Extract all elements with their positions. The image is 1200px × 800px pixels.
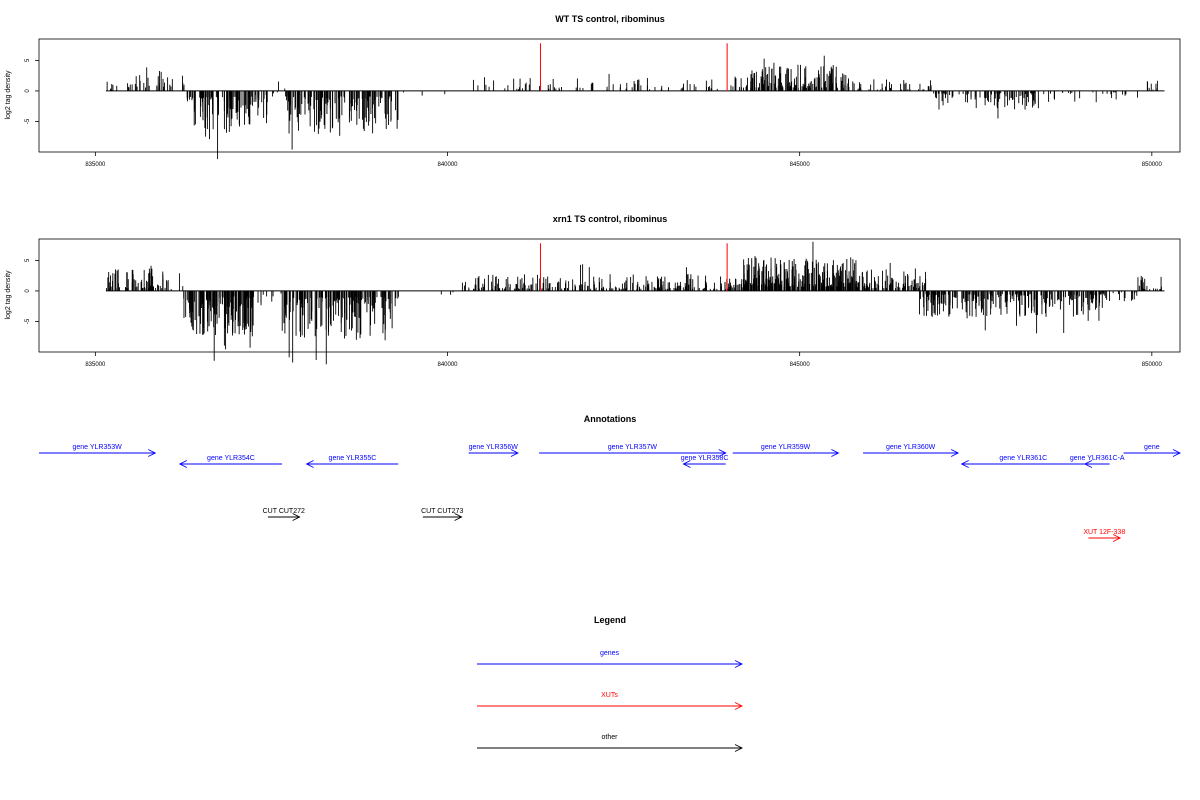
arrowhead-icon (831, 449, 840, 457)
red-spikes (539, 43, 728, 91)
arrowhead-icon (1112, 534, 1122, 542)
arrowhead-icon (292, 513, 301, 521)
y-tick-label: -5 (25, 318, 31, 324)
signal-bars (105, 241, 1162, 365)
arrowhead-icon (682, 460, 691, 468)
plot-frame (38, 38, 1181, 153)
arrowhead-icon (454, 513, 463, 521)
feature-label: CUT CUT273 (421, 508, 463, 515)
feature-label: gene YLR361C (999, 455, 1047, 462)
plot-frame (38, 238, 1181, 353)
feature-label: CUT CUT272 (263, 508, 305, 515)
annotation-feature: gene YLR359W (732, 444, 840, 457)
y-axis: -5 0 5 (25, 58, 39, 124)
arrowhead-icon (734, 702, 744, 710)
legend: Legend genes XUTs other (477, 615, 744, 752)
x-tick-label: 845000 (790, 362, 811, 368)
annotation-feature: CUT CUT272 (263, 508, 305, 521)
legend-label: XUTs (601, 692, 618, 699)
annotation-feature: gene YLR360W (863, 444, 960, 457)
y-axis: -5 0 5 (25, 258, 39, 324)
feature-label: gene (1144, 444, 1160, 451)
legend-item: other (477, 734, 744, 752)
y-tick-label: 5 (25, 58, 31, 62)
arrowhead-icon (734, 660, 744, 668)
red-spikes (539, 243, 728, 291)
feature-label: XUT 12F-338 (1083, 529, 1125, 536)
y-tick-label: 0 (25, 289, 31, 293)
arrowhead-icon (950, 449, 960, 457)
legend-item: genes (477, 650, 744, 668)
annotations-title: Annotations (584, 414, 637, 424)
feature-label: gene YLR360W (886, 444, 936, 451)
x-tick-label: 850000 (1142, 362, 1163, 368)
annotation-feature: gene YLR355C (305, 455, 399, 468)
annotation-feature: gene YLR361C (960, 455, 1085, 468)
feature-label: gene YLR354C (207, 455, 255, 462)
legend-item: XUTs (477, 692, 744, 710)
feature-label: gene YLR358C (681, 455, 729, 462)
arrowhead-icon (178, 460, 188, 468)
x-tick-label: 845000 (790, 162, 811, 168)
x-tick-label: 835000 (85, 162, 106, 168)
annotation-feature: gene YLR357W (539, 444, 727, 457)
annotation-feature: gene YLR361C-A (1070, 455, 1125, 468)
signal-bars (106, 55, 1158, 160)
x-axis: 835000 840000 845000 850000 (85, 352, 1162, 368)
legend-label: genes (600, 650, 620, 657)
annotation-features: gene YLR353W gene YLR354C gene YLR355C gene… (39, 444, 1182, 542)
annotation-feature: gene YLR358C (681, 455, 729, 468)
arrowhead-icon (718, 449, 727, 457)
x-tick-label: 840000 (437, 362, 458, 368)
x-axis: 835000 840000 845000 850000 (85, 152, 1162, 168)
arrowhead-icon (305, 460, 314, 468)
feature-label: gene YLR356W (469, 444, 519, 451)
annotation-feature: gene YLR354C (178, 455, 282, 468)
x-tick-label: 850000 (1142, 162, 1163, 168)
y-tick-label: 0 (25, 89, 31, 93)
feature-label: gene YLR359W (761, 444, 811, 451)
legend-title: Legend (594, 615, 626, 625)
panel-xrn1: xrn1 TS control, ribominus log2 tag dens… (5, 214, 1181, 368)
feature-label: gene YLR353W (72, 444, 122, 451)
y-axis-label: log2 tag density (5, 270, 12, 320)
arrowhead-icon (734, 744, 744, 752)
panel-title: WT TS control, ribominus (555, 14, 665, 24)
annotation-feature: gene YLR353W (39, 444, 157, 457)
arrowhead-icon (960, 460, 969, 468)
arrowhead-icon (148, 449, 157, 457)
feature-label: gene YLR361C-A (1070, 455, 1125, 462)
panel-wt: WT TS control, ribominus log2 tag densit… (5, 14, 1181, 168)
legend-items: genes XUTs other (477, 650, 744, 752)
feature-label: gene YLR355C (329, 455, 377, 462)
feature-label: gene YLR357W (608, 444, 658, 451)
annotation-feature: gene (1123, 444, 1182, 457)
x-tick-label: 835000 (85, 362, 106, 368)
annotation-feature: CUT CUT273 (421, 508, 463, 521)
legend-label: other (602, 734, 619, 741)
y-axis-label: log2 tag density (5, 70, 12, 120)
y-tick-label: 5 (25, 258, 31, 262)
panel-title: xrn1 TS control, ribominus (553, 214, 668, 224)
y-tick-label: -5 (25, 118, 31, 124)
arrowhead-icon (1083, 460, 1093, 468)
annotation-feature: gene YLR356W (468, 444, 519, 457)
arrowhead-icon (1172, 449, 1182, 457)
arrowhead-icon (510, 449, 519, 457)
annotation-feature: XUT 12F-338 (1083, 529, 1125, 542)
x-tick-label: 840000 (437, 162, 458, 168)
